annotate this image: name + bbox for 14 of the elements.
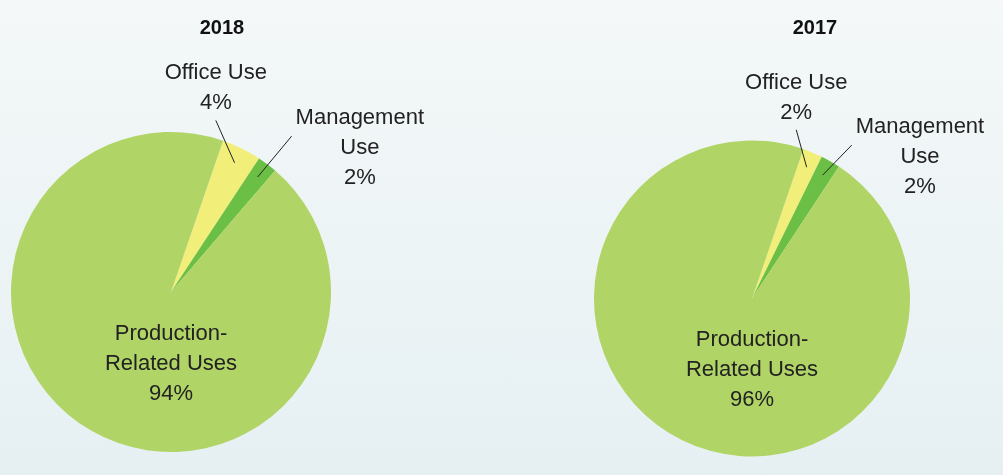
slice-label: Office Use <box>164 59 267 85</box>
data-label: 94% <box>148 380 194 406</box>
slice-label: Management Use <box>295 104 425 160</box>
data-label: 2% <box>343 164 376 190</box>
data-label: 4% <box>199 89 232 115</box>
chart-title: 2018 <box>199 15 245 38</box>
slice-label: Management Use <box>855 113 985 169</box>
slice-label: Production-Related Uses <box>104 320 238 376</box>
slice-label: Office Use <box>745 68 848 94</box>
data-label: 96% <box>729 385 775 411</box>
chart-title: 2017 <box>792 15 838 38</box>
data-label: 2% <box>780 98 813 124</box>
slice-label: Production-Related Uses <box>685 325 819 381</box>
data-label: 2% <box>904 173 936 199</box>
